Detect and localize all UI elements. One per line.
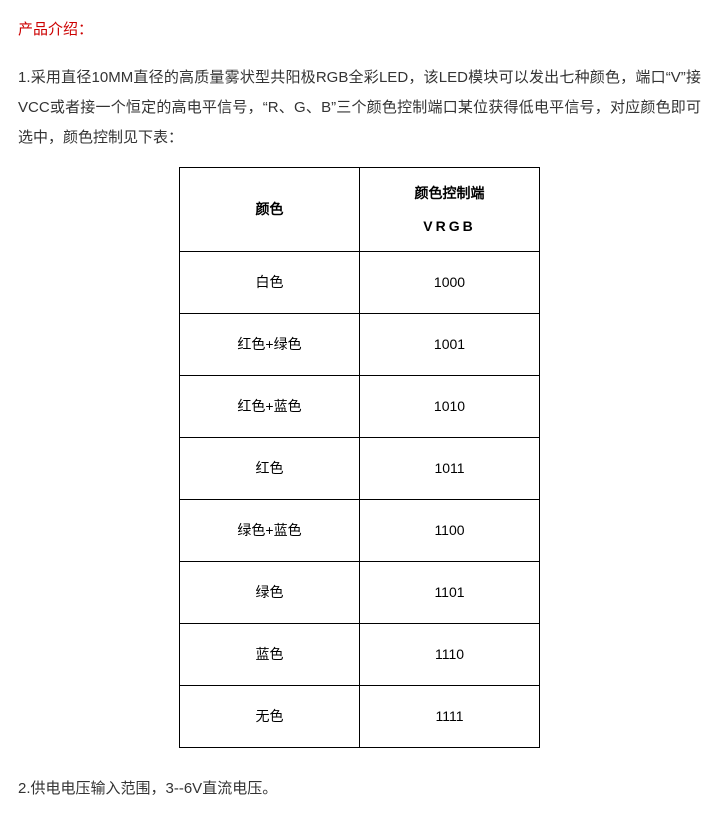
table-row: 绿色+蓝色 1100 (180, 500, 540, 562)
cell-code: 1111 (360, 686, 540, 748)
cell-color: 红色+绿色 (180, 314, 360, 376)
table-header-row: 颜色 颜色控制端 VRGB (180, 168, 540, 252)
table-header-control-line2: VRGB (360, 213, 539, 240)
table-header-control: 颜色控制端 VRGB (360, 168, 540, 252)
table-row: 无色 1111 (180, 686, 540, 748)
cell-color: 蓝色 (180, 624, 360, 686)
cell-color: 绿色+蓝色 (180, 500, 360, 562)
table-row: 红色+绿色 1001 (180, 314, 540, 376)
section-title: 产品介绍： (18, 16, 701, 43)
cell-code: 1110 (360, 624, 540, 686)
cell-color: 白色 (180, 252, 360, 314)
cell-code: 1011 (360, 438, 540, 500)
cell-color: 绿色 (180, 562, 360, 624)
cell-code: 1000 (360, 252, 540, 314)
table-row: 红色 1011 (180, 438, 540, 500)
cell-color: 红色+蓝色 (180, 376, 360, 438)
paragraph-2: 2.供电电压输入范围，3--6V直流电压。 (18, 774, 701, 804)
cell-code: 1001 (360, 314, 540, 376)
table-header-color: 颜色 (180, 168, 360, 252)
cell-color: 红色 (180, 438, 360, 500)
color-control-table: 颜色 颜色控制端 VRGB 白色 1000 红色+绿色 1001 红色+蓝色 1… (179, 167, 540, 748)
table-row: 白色 1000 (180, 252, 540, 314)
table-header-control-line1: 颜色控制端 (415, 185, 485, 201)
table-row: 蓝色 1110 (180, 624, 540, 686)
cell-code: 1010 (360, 376, 540, 438)
cell-code: 1101 (360, 562, 540, 624)
paragraph-1: 1.采用直径10MM直径的高质量雾状型共阳极RGB全彩LED，该LED模块可以发… (18, 63, 701, 153)
table-row: 绿色 1101 (180, 562, 540, 624)
cell-code: 1100 (360, 500, 540, 562)
table-row: 红色+蓝色 1010 (180, 376, 540, 438)
cell-color: 无色 (180, 686, 360, 748)
